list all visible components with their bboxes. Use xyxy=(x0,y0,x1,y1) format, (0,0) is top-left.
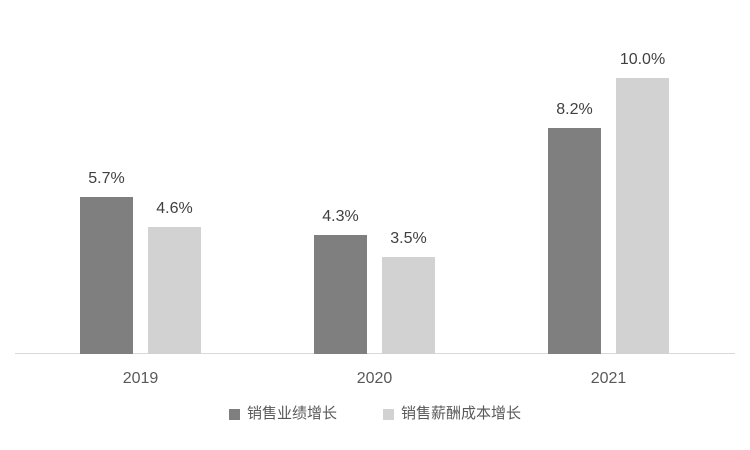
data-label-2021-series2: 10.0% xyxy=(619,51,666,68)
legend: 销售业绩增长 销售薪酬成本增长 xyxy=(0,403,750,425)
bar-2021-series2 xyxy=(616,78,669,354)
data-label-2020-series2: 3.5% xyxy=(390,230,427,247)
data-label-2020-series1: 4.3% xyxy=(322,208,359,225)
x-tick-2019: 2019 xyxy=(122,370,159,387)
data-label-2019-series2: 4.6% xyxy=(156,200,193,217)
data-label-2019-series1: 5.7% xyxy=(88,170,125,187)
bar-2021-series1 xyxy=(548,128,601,354)
bar-2019-series2 xyxy=(148,227,201,354)
legend-item-series1: 销售业绩增长 xyxy=(228,403,337,425)
bar-2020-series2 xyxy=(382,257,435,354)
bar-2020-series1 xyxy=(314,235,367,354)
legend-swatch-icon xyxy=(228,408,240,420)
legend-item-series2: 销售薪酬成本增长 xyxy=(383,403,521,425)
legend-label: 销售薪酬成本增长 xyxy=(401,405,522,422)
data-label-2021-series1: 8.2% xyxy=(556,101,593,118)
bar-2019-series1 xyxy=(80,197,133,354)
x-tick-2020: 2020 xyxy=(356,370,393,387)
legend-label: 销售业绩增长 xyxy=(246,405,337,422)
x-tick-2021: 2021 xyxy=(590,370,627,387)
legend-swatch-icon xyxy=(383,408,394,420)
x-axis-line xyxy=(15,353,735,354)
